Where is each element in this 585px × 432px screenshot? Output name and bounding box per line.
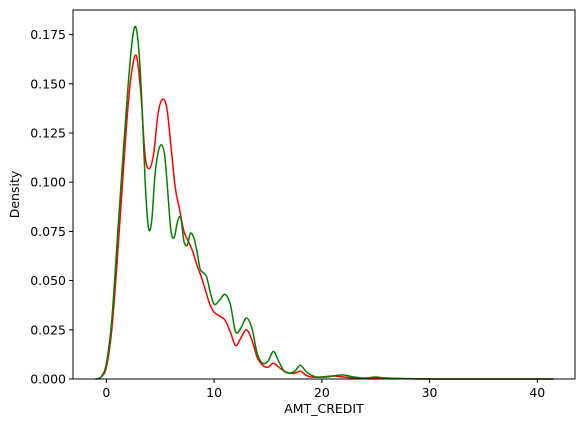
- series-line-1: [95, 25, 554, 380]
- x-tick-label: 20: [314, 385, 330, 400]
- y-axis-ticks: 0.000 0.025 0.050 0.075 0.100 0.125 0.150 0.175: [30, 27, 73, 387]
- series-layer: [95, 25, 554, 380]
- x-axis-ticks: 0 10 20 30 40: [102, 379, 545, 400]
- x-tick-label: 30: [422, 385, 438, 400]
- y-axis-label: Density: [7, 170, 22, 218]
- y-tick-label: 0.050: [30, 273, 66, 288]
- y-tick-label: 0.175: [30, 27, 66, 42]
- y-tick-label: 0.100: [30, 175, 66, 190]
- x-axis-label: AMT_CREDIT: [284, 401, 364, 416]
- x-tick-label: 10: [206, 385, 222, 400]
- x-tick-label: 0: [102, 385, 110, 400]
- y-tick-label: 0.075: [30, 224, 66, 239]
- y-tick-label: 0.125: [30, 126, 66, 141]
- x-tick-label: 40: [529, 385, 545, 400]
- y-tick-label: 0.000: [30, 372, 66, 387]
- y-tick-label: 0.025: [30, 322, 66, 337]
- y-tick-label: 0.150: [30, 76, 66, 91]
- plot-frame: [72, 9, 576, 380]
